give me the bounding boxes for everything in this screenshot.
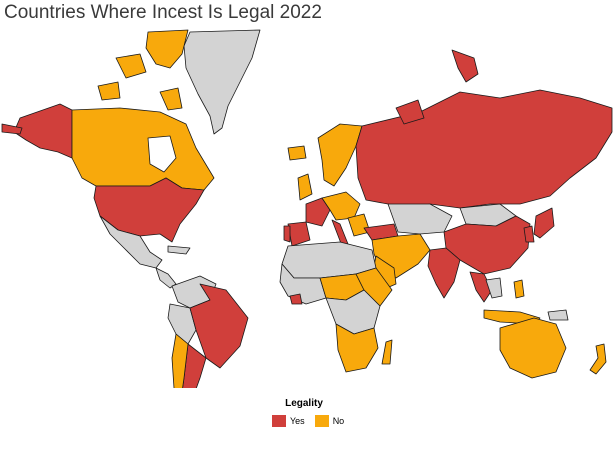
greenland bbox=[183, 29, 261, 135]
new-zealand bbox=[589, 343, 607, 375]
portugal bbox=[283, 225, 291, 243]
central-america bbox=[155, 267, 177, 289]
mexico bbox=[99, 215, 163, 269]
world-map bbox=[1, 29, 613, 388]
alaska bbox=[13, 103, 73, 159]
legend-swatch-yes bbox=[272, 415, 286, 427]
arctic-island-4 bbox=[159, 87, 183, 111]
east-africa bbox=[355, 267, 393, 307]
russia bbox=[355, 89, 613, 209]
legend-label-yes: Yes bbox=[290, 416, 305, 426]
france bbox=[305, 197, 331, 227]
madagascar bbox=[381, 339, 393, 365]
philippines bbox=[513, 279, 525, 299]
japan bbox=[533, 207, 555, 239]
canada bbox=[71, 107, 215, 191]
brazil bbox=[189, 283, 249, 369]
aleutian bbox=[1, 123, 23, 135]
legend-title: Legality bbox=[285, 398, 323, 409]
iberia bbox=[287, 221, 311, 247]
gulf-of-guinea bbox=[289, 293, 303, 305]
novaya-zemlya bbox=[451, 49, 479, 83]
indochina bbox=[485, 277, 503, 299]
arctic-islands bbox=[145, 29, 189, 69]
india bbox=[427, 247, 461, 299]
uk bbox=[297, 173, 313, 201]
central-europe bbox=[321, 191, 361, 221]
russia-far-east bbox=[395, 99, 425, 125]
legend: Legality Yes No bbox=[272, 398, 372, 427]
iceland bbox=[287, 145, 307, 161]
hudson-bay bbox=[147, 135, 177, 173]
norway-sweden bbox=[317, 123, 363, 187]
southern-africa bbox=[335, 323, 379, 373]
korea bbox=[523, 225, 535, 243]
legend-label-no: No bbox=[332, 416, 345, 426]
cuba bbox=[167, 245, 191, 255]
kazakhstan bbox=[387, 203, 453, 235]
map-title: Countries Where Incest Is Legal 2022 bbox=[4, 2, 322, 23]
papua bbox=[547, 309, 569, 321]
australia bbox=[499, 317, 567, 379]
chile bbox=[171, 333, 189, 388]
southeast-asia bbox=[469, 271, 493, 303]
arctic-island-2 bbox=[115, 53, 147, 79]
legend-swatch-no bbox=[314, 415, 329, 427]
west-africa bbox=[279, 263, 327, 305]
arctic-island-3 bbox=[97, 81, 121, 101]
